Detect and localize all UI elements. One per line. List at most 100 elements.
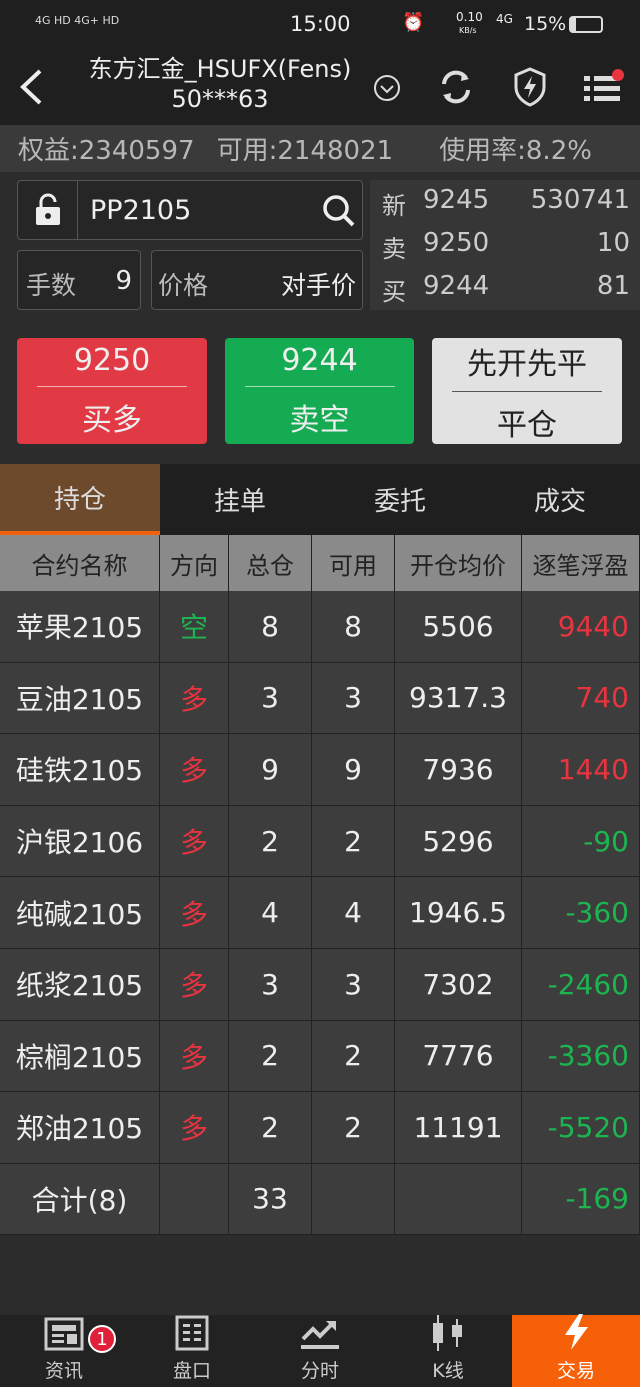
sell-price: 9244: [281, 343, 358, 378]
column-header[interactable]: 总仓: [229, 535, 312, 591]
orderbook-icon: [175, 1315, 209, 1356]
alarm-icon: ⏰: [402, 12, 425, 33]
account-title[interactable]: 东方汇金_HSUFX(Fens) 50***63: [70, 54, 370, 114]
column-header[interactable]: 可用: [312, 535, 395, 591]
sell-short-button[interactable]: 9244 卖空: [225, 338, 414, 444]
direction: 多: [160, 1092, 229, 1164]
total-position: 2: [229, 1020, 312, 1093]
available: 2: [312, 1020, 395, 1093]
usage-rate: 使用率:8.2%: [439, 136, 592, 166]
avg-open-price: 7302: [395, 949, 522, 1021]
symbol-value: PP2105: [90, 195, 192, 226]
column-header[interactable]: 合约名称: [0, 535, 160, 591]
available: 4: [312, 877, 395, 949]
quote-volume: 81: [596, 271, 630, 301]
account-summary: 权益:2340597 可用:2148021 使用率:8.2%: [0, 125, 640, 172]
tab-3[interactable]: 成交: [533, 487, 586, 517]
column-header[interactable]: 方向: [160, 535, 229, 591]
back-icon[interactable]: [18, 68, 44, 106]
table-row[interactable]: 豆油2105 多 3 3 9317.3 740: [0, 662, 640, 735]
price-field[interactable]: 价格 对手价: [151, 250, 363, 310]
table-row[interactable]: 沪银2106 多 2 2 5296 -90: [0, 805, 640, 878]
quote-price: 9245: [423, 185, 490, 215]
battery-icon: [569, 16, 603, 33]
buy-long-button[interactable]: 9250 买多: [17, 338, 207, 444]
shield-lightning-icon[interactable]: [512, 66, 548, 108]
available: 2: [312, 805, 395, 878]
quantity-field[interactable]: 手数 9: [17, 250, 141, 310]
contract-name: 豆油2105: [0, 662, 160, 735]
floating-pnl: -3360: [522, 1020, 640, 1093]
column-header[interactable]: 开仓均价: [395, 535, 522, 591]
total-position: 2: [229, 1092, 312, 1164]
tab-1[interactable]: 挂单: [213, 487, 266, 517]
battery-percent: 15%: [524, 13, 567, 35]
nav-item-0[interactable]: 1 资讯: [0, 1315, 128, 1387]
floating-pnl: -360: [522, 877, 640, 949]
account-number: 50***63: [171, 85, 269, 113]
net-speed-unit: KB/s: [459, 26, 477, 35]
direction: 多: [160, 1020, 229, 1093]
quote-label: 买: [382, 278, 406, 306]
candlestick-icon: [430, 1315, 466, 1356]
total-position: 9: [229, 734, 312, 806]
avg-open-price: 5506: [395, 591, 522, 663]
available: 2: [312, 1092, 395, 1164]
table-row[interactable]: 纸浆2105 多 3 3 7302 -2460: [0, 949, 640, 1021]
total-position: 3: [229, 949, 312, 1021]
avg-open-price: 7936: [395, 734, 522, 806]
unlock-icon[interactable]: [18, 181, 78, 239]
search-icon[interactable]: [322, 194, 356, 228]
column-header[interactable]: 逐笔浮盈: [522, 535, 640, 591]
quote-panel: 新 9245 530741 卖 9250 10 买 9244 81: [370, 180, 640, 310]
quote-row: 卖 9250 10: [370, 223, 640, 266]
tab-0[interactable]: 持仓: [0, 464, 160, 535]
nav-item-2[interactable]: 分时: [256, 1315, 384, 1387]
buy-label: 买多: [82, 403, 142, 438]
contract-name: 苹果2105: [0, 591, 160, 663]
nav-item-4[interactable]: 交易: [512, 1313, 640, 1387]
quote-label: 新: [382, 192, 406, 220]
table-row[interactable]: 郑油2105 多 2 2 11191 -5520: [0, 1092, 640, 1164]
nav-label: 盘口: [172, 1360, 211, 1382]
chevron-down-icon[interactable]: [373, 74, 401, 102]
floating-pnl: -2460: [522, 949, 640, 1021]
status-bar: 4G HD 4G+ HD 15:00 ⏰ 0.10 KB/s 4G 15%: [0, 0, 640, 50]
available: 8: [312, 591, 395, 663]
nav-item-3[interactable]: K线: [384, 1315, 512, 1387]
available: 3: [312, 662, 395, 735]
table-row[interactable]: 棕榈2105 多 2 2 7776 -3360: [0, 1020, 640, 1093]
equity: 权益:2340597: [18, 136, 195, 166]
news-icon: [44, 1317, 84, 1356]
signal-indicator: 4G HD 4G+ HD: [35, 14, 120, 27]
total-cell: [395, 1163, 522, 1235]
table-row[interactable]: 苹果2105 空 8 8 5506 9440: [0, 591, 640, 663]
avg-open-price: 11191: [395, 1092, 522, 1164]
close-position-button[interactable]: 先开先平 平仓: [432, 338, 622, 444]
menu-icon[interactable]: [582, 68, 626, 106]
trend-icon: [300, 1317, 340, 1356]
quote-volume: 10: [596, 228, 630, 258]
quote-label: 卖: [382, 235, 406, 263]
total-position: 4: [229, 877, 312, 949]
lightning-icon: [561, 1313, 591, 1356]
avg-open-price: 7776: [395, 1020, 522, 1093]
contract-name: 硅铁2105: [0, 734, 160, 806]
price-value: 对手价: [280, 271, 356, 300]
total-cell: 33: [229, 1163, 312, 1235]
direction: 多: [160, 877, 229, 949]
refresh-icon[interactable]: [438, 68, 474, 106]
symbol-input[interactable]: PP2105: [17, 180, 363, 240]
available-funds: 可用:2148021: [216, 136, 394, 166]
tab-2[interactable]: 委托: [373, 487, 426, 517]
nav-item-1[interactable]: 盘口: [128, 1315, 256, 1387]
table-row[interactable]: 纯碱2105 多 4 4 1946.5 -360: [0, 877, 640, 949]
avg-open-price: 1946.5: [395, 877, 522, 949]
close-mode: 先开先平: [467, 346, 587, 382]
floating-pnl: 9440: [522, 591, 640, 663]
total-position: 3: [229, 662, 312, 735]
table-row[interactable]: 硅铁2105 多 9 9 7936 1440: [0, 734, 640, 806]
close-label: 平仓: [497, 407, 557, 443]
total-cell: [160, 1163, 229, 1235]
title-bar: 东方汇金_HSUFX(Fens) 50***63: [0, 50, 640, 125]
